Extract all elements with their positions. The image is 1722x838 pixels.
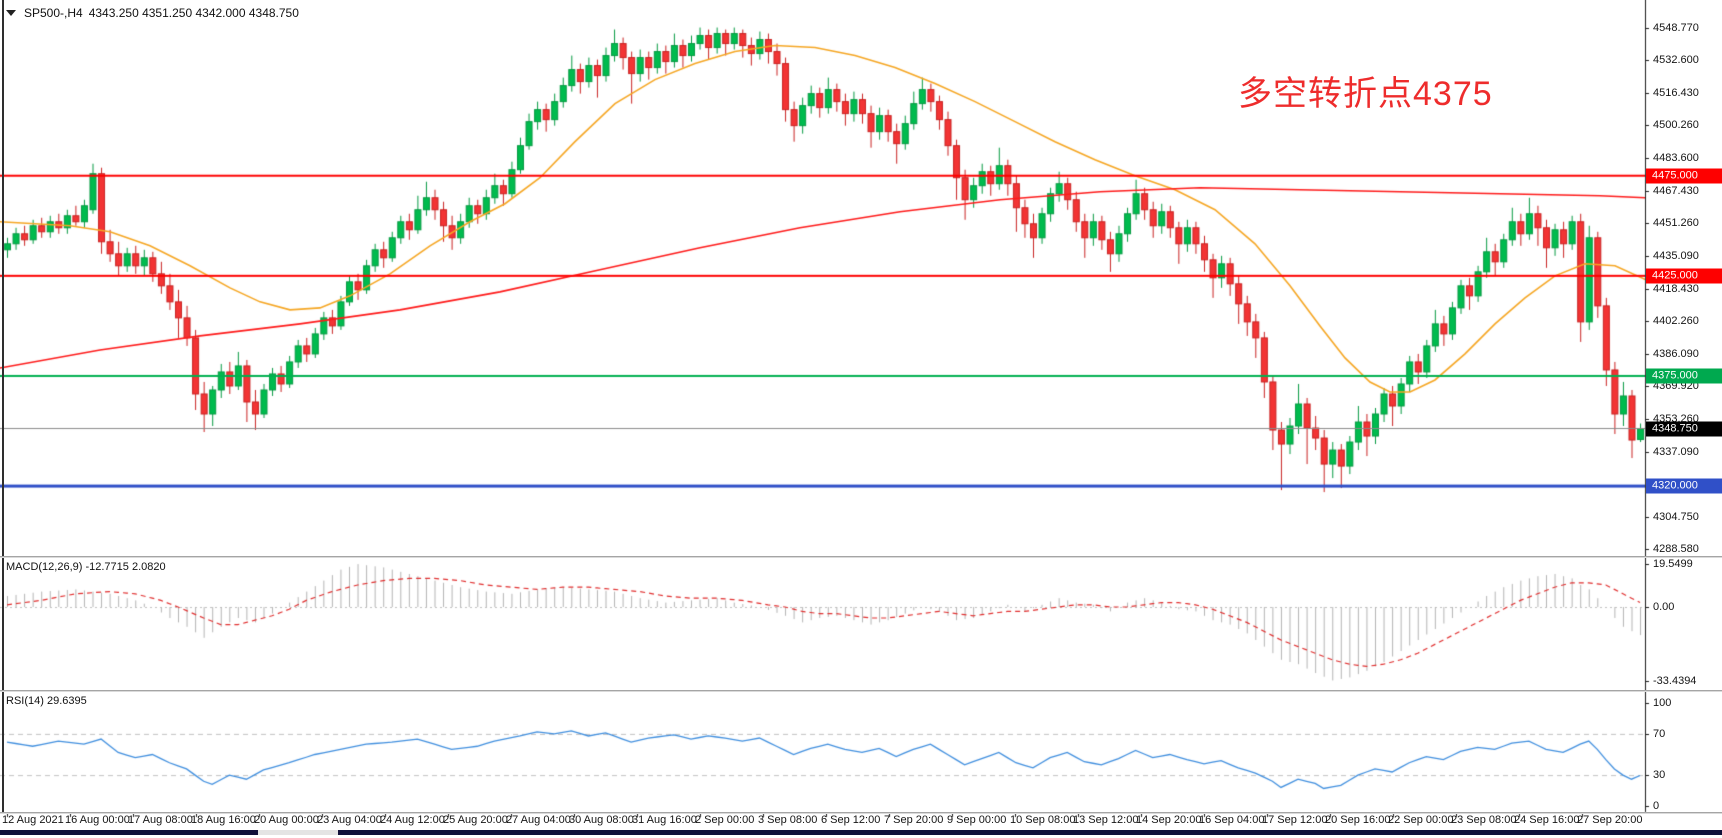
macd-axis-label: 0.00 — [1653, 601, 1675, 613]
time-axis-label: 18 Aug 16:00 — [191, 814, 256, 826]
price-axis-label: 4451.260 — [1653, 217, 1699, 230]
ohlc-values-label: 4343.250 4351.250 4342.000 4348.750 — [88, 6, 299, 20]
time-axis-label: 22 Sep 00:00 — [1388, 814, 1454, 826]
macd-indicator-label: MACD(12,26,9) -12.7715 2.0820 — [6, 561, 166, 573]
time-axis-label: 25 Aug 20:00 — [443, 814, 508, 826]
time-axis-label: 17 Sep 12:00 — [1262, 814, 1328, 826]
price-axis-label: 4288.580 — [1653, 543, 1699, 555]
rsi-axis-label: 70 — [1653, 727, 1666, 740]
time-axis-label: 16 Sep 04:00 — [1199, 814, 1265, 826]
time-axis-label: 7 Sep 20:00 — [884, 814, 944, 826]
rsi-indicator-label: RSI(14) 29.6395 — [6, 695, 87, 707]
time-axis-label: 16 Aug 00:00 — [65, 814, 130, 826]
price-axis-label: 4516.430 — [1653, 86, 1699, 99]
macd-axis-label: -33.4394 — [1653, 674, 1697, 687]
time-axis-label: 13 Sep 12:00 — [1073, 814, 1139, 826]
price-axis-label: 4418.430 — [1653, 282, 1699, 295]
axis-separator — [0, 812, 1722, 814]
rsi-axis-label: 100 — [1653, 697, 1672, 709]
time-axis-label: 31 Aug 16:00 — [632, 814, 697, 826]
time-axis-label: 24 Aug 12:00 — [380, 814, 445, 826]
time-axis-label: 10 Sep 08:00 — [1010, 814, 1076, 826]
time-axis-label: 20 Aug 00:00 — [254, 814, 319, 826]
h-scrollbar-left[interactable] — [0, 830, 258, 835]
price-line-badge: 4425.000 — [1646, 268, 1722, 284]
trade-annotation: 多空转折点4375 — [1238, 75, 1493, 113]
time-axis-label: 23 Aug 04:00 — [317, 814, 382, 826]
price-line-badge: 4475.000 — [1646, 168, 1722, 184]
price-line-badge: 4320.000 — [1646, 478, 1722, 494]
rsi-axis-label: 30 — [1653, 769, 1666, 782]
time-axis-label: 30 Aug 08:00 — [569, 814, 634, 826]
price-axis-label: 4548.770 — [1653, 22, 1699, 34]
rsi-axis-label: 0 — [1653, 800, 1660, 812]
h-scrollbar-right[interactable] — [338, 830, 1722, 835]
window-left-border — [2, 0, 4, 812]
panel-separator-rsi[interactable] — [0, 690, 1722, 692]
price-axis-label: 4500.260 — [1653, 119, 1699, 132]
price-axis-label: 4435.090 — [1653, 249, 1699, 262]
chevron-down-icon[interactable] — [6, 10, 16, 16]
time-axis-label: 14 Sep 20:00 — [1136, 814, 1202, 826]
price-axis-label: 4483.600 — [1653, 152, 1699, 165]
price-line-badge: 4375.000 — [1646, 368, 1722, 384]
time-axis-label: 27 Sep 20:00 — [1577, 814, 1643, 826]
price-line-badge: 4348.750 — [1646, 421, 1722, 437]
h-scrollbar-thumb[interactable] — [258, 830, 338, 835]
price-axis-label: 4467.430 — [1653, 184, 1699, 197]
time-axis-label: 3 Sep 08:00 — [758, 814, 818, 826]
time-axis-label: 6 Sep 12:00 — [821, 814, 881, 826]
time-axis-label: 24 Sep 16:00 — [1514, 814, 1580, 826]
price-axis-label: 4532.600 — [1653, 54, 1699, 67]
time-axis-label: 17 Aug 08:00 — [128, 814, 193, 826]
time-axis-label: 2 Sep 00:00 — [695, 814, 755, 826]
price-axis-label: 4402.260 — [1653, 315, 1699, 328]
time-axis-label: 12 Aug 2021 — [2, 814, 64, 826]
macd-axis-label: 19.5499 — [1653, 557, 1693, 570]
time-axis-label: 9 Sep 00:00 — [947, 814, 1007, 826]
symbol-header: SP500-,H4 4343.250 4351.250 4342.000 434… — [6, 6, 299, 20]
time-axis-label: 20 Sep 16:00 — [1325, 814, 1391, 826]
panel-separator-macd[interactable] — [0, 556, 1722, 558]
price-axis-label: 4304.750 — [1653, 510, 1699, 523]
symbol-period-label: SP500-,H4 — [24, 6, 83, 20]
price-axis-label: 4386.090 — [1653, 347, 1699, 360]
time-axis-label: 23 Sep 08:00 — [1451, 814, 1517, 826]
time-axis-label: 27 Aug 04:00 — [506, 814, 571, 826]
price-axis-label: 4337.090 — [1653, 445, 1699, 458]
